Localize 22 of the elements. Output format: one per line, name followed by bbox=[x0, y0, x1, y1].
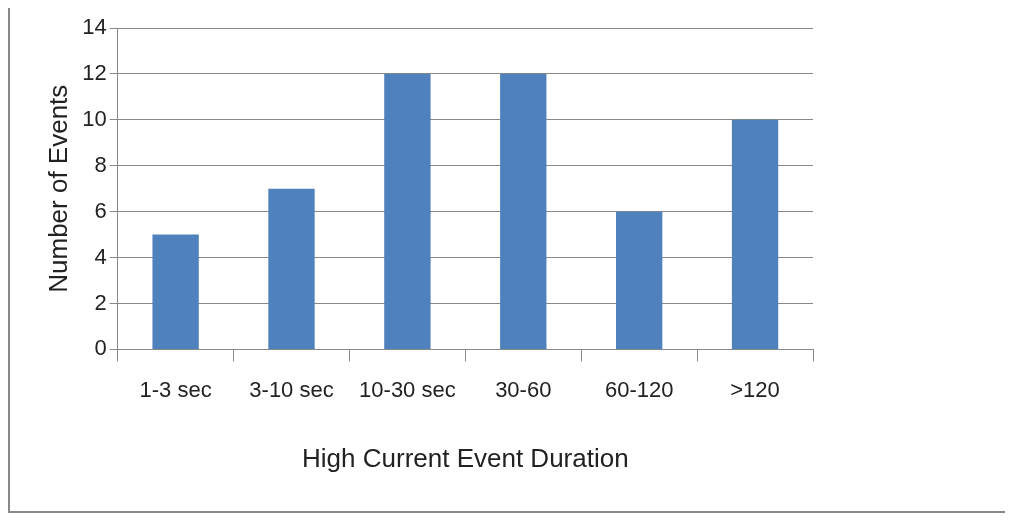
bar bbox=[731, 119, 779, 349]
x-tick-label: 10-30 sec bbox=[359, 376, 456, 402]
y-tick-label: 8 bbox=[94, 151, 107, 177]
y-axis-title: Number of Events bbox=[42, 84, 73, 293]
x-axis-title: High Current Event Duration bbox=[302, 442, 629, 473]
x-tick-label: 1-3 sec bbox=[139, 376, 212, 402]
bar bbox=[268, 188, 315, 349]
y-tick-label: 2 bbox=[94, 289, 107, 315]
x-tick-label: 30-60 bbox=[495, 376, 552, 402]
y-tick-label: 10 bbox=[82, 105, 107, 131]
x-tick-label: 3-10 sec bbox=[249, 376, 334, 402]
bar bbox=[384, 73, 431, 349]
y-tick-label: 0 bbox=[94, 335, 107, 361]
y-tick-label: 6 bbox=[94, 197, 107, 223]
bar bbox=[615, 211, 663, 349]
bar bbox=[500, 73, 547, 349]
y-tick-label: 14 bbox=[82, 14, 107, 40]
y-tick-label: 12 bbox=[82, 59, 107, 85]
x-tick-label: >120 bbox=[730, 376, 780, 402]
x-tick-label: 60-120 bbox=[604, 376, 674, 402]
y-tick-label: 4 bbox=[94, 243, 107, 269]
bar bbox=[152, 234, 199, 349]
